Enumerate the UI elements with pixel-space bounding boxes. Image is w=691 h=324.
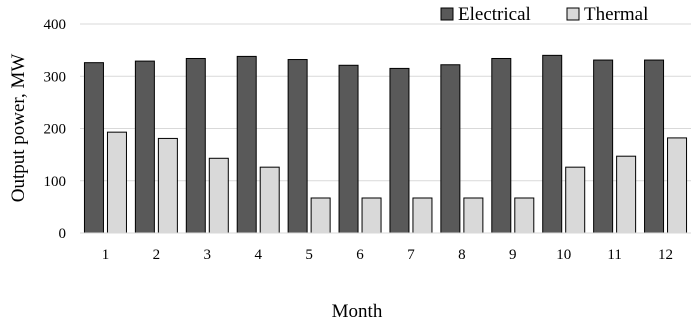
bar-thermal-month-10 xyxy=(565,166,586,234)
x-tick-label: 9 xyxy=(509,247,517,263)
bar-thermal-month-6 xyxy=(361,197,382,234)
bar-thermal-month-8 xyxy=(463,197,484,234)
bar-thermal-month-12 xyxy=(667,137,688,234)
bars xyxy=(83,54,688,234)
bar-thermal-month-5 xyxy=(310,197,331,234)
x-tick-label: 5 xyxy=(305,247,313,263)
bar-electrical-month-6 xyxy=(338,64,359,234)
x-tick-label: 8 xyxy=(458,247,466,263)
bar-thermal-month-4 xyxy=(259,166,280,234)
y-axis-tick-labels: 0 100 200 300 400 xyxy=(44,17,67,242)
x-tick-label: 3 xyxy=(204,247,212,263)
bar-electrical-month-2 xyxy=(134,60,155,234)
y-tick-label: 300 xyxy=(44,69,67,85)
bar-electrical-month-11 xyxy=(593,59,614,234)
y-tick-label: 400 xyxy=(44,17,67,33)
bar-thermal-month-3 xyxy=(208,157,229,234)
x-tick-label: 10 xyxy=(556,247,571,263)
bar-electrical-month-7 xyxy=(389,67,410,234)
bar-thermal-month-1 xyxy=(106,131,127,234)
gridlines xyxy=(80,23,691,182)
legend-swatch-thermal xyxy=(566,7,580,21)
x-tick-label: 11 xyxy=(607,247,621,263)
legend-swatch-electrical xyxy=(440,7,454,21)
x-tick-label: 6 xyxy=(356,247,364,263)
x-tick-label: 4 xyxy=(254,247,262,263)
bar-electrical-month-9 xyxy=(491,57,512,234)
legend-label-electrical: Electrical xyxy=(458,4,531,25)
bar-thermal-month-9 xyxy=(514,197,535,234)
y-axis-title: Output power, MW xyxy=(8,54,29,203)
legend: Electrical Thermal xyxy=(440,4,648,25)
bar-electrical-month-12 xyxy=(644,59,665,234)
x-axis-tick-labels: 1 2 3 4 5 6 7 8 9 10 11 12 xyxy=(102,247,673,263)
x-tick-label: 1 xyxy=(102,247,110,263)
x-axis-title: Month xyxy=(332,301,383,322)
x-tick-label: 2 xyxy=(153,247,161,263)
bar-electrical-month-5 xyxy=(287,59,308,234)
y-tick-label: 100 xyxy=(44,174,67,190)
x-tick-label: 7 xyxy=(407,247,415,263)
bar-thermal-month-2 xyxy=(157,137,178,234)
bar-thermal-month-11 xyxy=(616,155,637,234)
bar-electrical-month-4 xyxy=(236,55,257,234)
y-tick-label: 0 xyxy=(59,226,67,242)
x-tick-label: 12 xyxy=(658,247,673,263)
bar-electrical-month-1 xyxy=(83,62,104,234)
y-tick-label: 200 xyxy=(44,122,67,138)
bar-thermal-month-7 xyxy=(412,197,433,234)
legend-label-thermal: Thermal xyxy=(584,4,648,25)
bar-electrical-month-10 xyxy=(542,54,563,234)
bar-electrical-month-8 xyxy=(440,64,461,234)
bar-electrical-month-3 xyxy=(185,57,206,234)
